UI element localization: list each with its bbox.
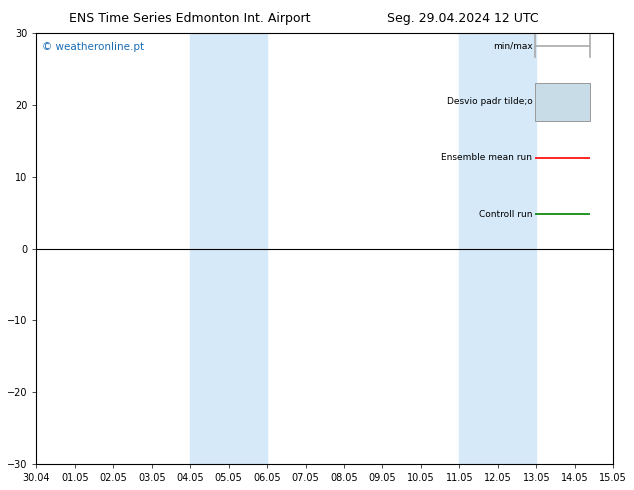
- Text: Seg. 29.04.2024 12 UTC: Seg. 29.04.2024 12 UTC: [387, 12, 539, 25]
- Text: Ensemble mean run: Ensemble mean run: [441, 153, 533, 163]
- Bar: [190, 33, 267, 464]
- Text: min/max: min/max: [493, 42, 533, 50]
- Bar: [460, 33, 536, 464]
- Text: © weatheronline.pt: © weatheronline.pt: [42, 42, 145, 51]
- Bar: [535, 82, 590, 122]
- Text: ENS Time Series Edmonton Int. Airport: ENS Time Series Edmonton Int. Airport: [70, 12, 311, 25]
- Text: Desvio padr tilde;o: Desvio padr tilde;o: [447, 98, 533, 106]
- Text: Controll run: Controll run: [479, 210, 533, 219]
